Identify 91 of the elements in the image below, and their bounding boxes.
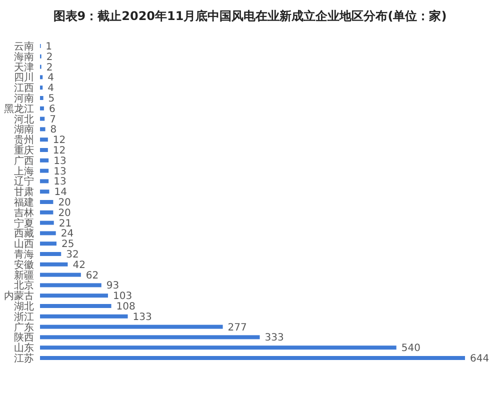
bar — [40, 231, 56, 236]
bar — [40, 272, 81, 277]
data-label: 5 — [48, 94, 55, 104]
data-label: 20 — [58, 198, 71, 208]
y-tick-label: 天津 — [14, 61, 34, 74]
data-label: 540 — [401, 343, 420, 354]
y-tick-label: 宁夏 — [14, 217, 34, 230]
bar — [40, 294, 108, 298]
y-tick-label: 黑龙江 — [4, 102, 34, 115]
data-label: 13 — [54, 166, 66, 178]
data-label: 8 — [50, 124, 57, 136]
chart-title: 图表9：截止2020年11月底中国风电在业新成立企业地区分布(单位：家) — [53, 9, 447, 23]
y-tick-label: 江西 — [14, 82, 34, 94]
data-label: 25 — [62, 239, 74, 250]
y-tick-label: 云南 — [14, 40, 34, 52]
data-label: 4 — [48, 72, 54, 84]
bar — [40, 283, 102, 288]
data-label: 20 — [58, 208, 71, 219]
bar — [40, 148, 48, 152]
y-tick-label: 北京 — [14, 280, 34, 292]
data-label: 14 — [54, 187, 67, 198]
y-tick-label: 青海 — [14, 248, 34, 260]
data-label: 42 — [72, 260, 86, 271]
y-tick-label: 河北 — [14, 113, 34, 126]
data-label: 103 — [112, 291, 132, 302]
y-tick-label: 新疆 — [14, 269, 34, 282]
bar — [40, 179, 49, 184]
data-label: 12 — [52, 146, 66, 156]
y-tick-label: 海南 — [14, 50, 34, 63]
y-tick-label: 山东 — [14, 342, 34, 354]
y-tick-label: 吉林 — [14, 206, 34, 219]
data-label: 133 — [132, 312, 152, 323]
y-tick-label: 上海 — [14, 165, 34, 178]
bar — [40, 356, 465, 360]
bar — [40, 346, 396, 350]
data-label: 12 — [52, 135, 66, 146]
y-tick-label: 贵州 — [14, 134, 34, 146]
y-tick-label: 山西 — [14, 238, 34, 250]
data-label: 6 — [48, 104, 56, 115]
bar — [40, 138, 48, 142]
bar — [40, 335, 260, 340]
bar — [40, 127, 46, 132]
data-label: 277 — [228, 322, 247, 334]
data-label: 7 — [50, 114, 56, 126]
bar — [40, 190, 50, 194]
data-label: 21 — [58, 218, 72, 230]
y-tick-label: 广西 — [14, 154, 34, 167]
data-label: 1 — [46, 42, 52, 52]
data-label: 4 — [48, 83, 54, 94]
y-tick-label: 西藏 — [14, 228, 34, 240]
bar — [40, 158, 49, 162]
y-tick-label: 四川 — [14, 72, 34, 84]
bar — [40, 324, 223, 329]
data-label: 2 — [46, 62, 53, 74]
data-label: 2 — [46, 52, 53, 63]
y-tick-label: 福建 — [14, 196, 34, 208]
bar — [40, 116, 45, 121]
bar — [40, 96, 44, 100]
data-label: 13 — [54, 156, 66, 167]
bar — [40, 314, 128, 318]
data-label: 108 — [116, 302, 136, 312]
data-label: 333 — [264, 332, 284, 344]
bar — [40, 220, 54, 225]
bar — [40, 262, 68, 266]
y-tick-label: 浙江 — [14, 310, 34, 323]
y-tick-label: 广东 — [14, 321, 34, 334]
data-label: 13 — [54, 176, 66, 188]
y-tick-label: 陕西 — [14, 332, 34, 344]
bar — [40, 75, 43, 80]
data-label: 62 — [86, 270, 99, 282]
data-label: 644 — [470, 354, 490, 364]
bar — [40, 168, 49, 173]
y-tick-label: 安徽 — [14, 258, 34, 271]
y-tick-label: 甘肃 — [14, 186, 34, 198]
data-label: 32 — [66, 250, 79, 260]
bar — [40, 86, 43, 90]
y-tick-label: 辽宁 — [14, 176, 34, 188]
y-tick-label: 内蒙古 — [4, 290, 34, 302]
bar — [40, 106, 44, 110]
bar — [40, 304, 112, 308]
bar — [40, 210, 54, 214]
y-tick-label: 湖南 — [14, 124, 34, 136]
bar — [40, 242, 56, 246]
data-label: 93 — [106, 280, 120, 292]
y-tick-label: 江苏 — [14, 352, 34, 364]
y-tick-label: 重庆 — [14, 144, 34, 156]
y-tick-label: 河南 — [14, 92, 34, 104]
bar — [40, 200, 54, 204]
data-label: 24 — [60, 228, 74, 240]
y-tick-label: 湖北 — [14, 300, 34, 312]
bar — [40, 252, 62, 256]
